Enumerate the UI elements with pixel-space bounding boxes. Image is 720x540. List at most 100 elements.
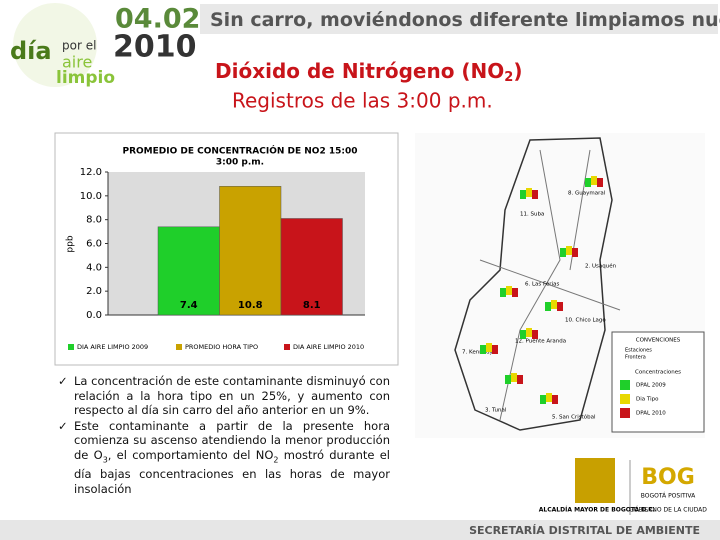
station-label: 7. Kennedy bbox=[462, 350, 494, 356]
map-boundary bbox=[454, 137, 613, 431]
station-icon bbox=[545, 302, 551, 311]
station-label: 6. Las Ferias bbox=[525, 282, 559, 288]
bog-logo: BOG bbox=[641, 465, 695, 490]
station-label: 5. San Cristóbal bbox=[552, 414, 596, 421]
legend-swatch bbox=[68, 344, 74, 350]
station-icon bbox=[486, 343, 492, 352]
logo-limpio: limpio bbox=[56, 68, 115, 88]
station-icon bbox=[526, 328, 532, 337]
station-label: 3. Tunal bbox=[485, 408, 507, 414]
station-icon bbox=[591, 176, 597, 185]
value-label: 10.8 bbox=[238, 300, 263, 311]
station-icon bbox=[546, 393, 552, 402]
logo-dia: día bbox=[10, 37, 52, 65]
station-icon bbox=[566, 246, 572, 255]
bullet: La concentración de este contaminante di… bbox=[58, 374, 390, 418]
bar bbox=[219, 186, 282, 316]
y-tick-label: 4.0 bbox=[86, 262, 102, 273]
station-icon bbox=[520, 330, 526, 339]
logo-porel: por el bbox=[62, 39, 96, 53]
y-tick-label: 0.0 bbox=[86, 310, 102, 321]
station-icon bbox=[532, 330, 538, 339]
station-icon bbox=[540, 395, 546, 404]
station-icon bbox=[552, 395, 558, 404]
chart-title: PROMEDIO DE CONCENTRACIÓN DE NO2 15:00 bbox=[123, 145, 358, 157]
station-icon bbox=[557, 302, 563, 311]
bullet-text: La concentración de este contaminante di… bbox=[74, 374, 390, 417]
legend-item: DPAL 2009 bbox=[636, 383, 666, 389]
legend-label: DIA AIRE LIMPIO 2009 bbox=[77, 343, 148, 351]
map bbox=[415, 133, 705, 438]
y-tick-label: 2.0 bbox=[86, 286, 102, 297]
chart-title: 3:00 p.m. bbox=[216, 158, 264, 168]
station-icon bbox=[512, 288, 518, 297]
station-icon bbox=[517, 375, 523, 384]
legend-item: DPAL 2010 bbox=[636, 411, 666, 417]
station-label: 2. Usaquén bbox=[585, 263, 617, 270]
bullet: Este contaminante a partir de la present… bbox=[58, 419, 390, 497]
station-label: 10. Chico Lago bbox=[565, 318, 606, 324]
station-icon bbox=[572, 248, 578, 257]
date-year: 2010 bbox=[113, 30, 197, 65]
subscript: 2 bbox=[273, 454, 279, 464]
station-icon bbox=[597, 178, 603, 187]
value-label: 8.1 bbox=[303, 300, 321, 311]
bullet-text: mostró durante el día bajas concentracio… bbox=[74, 447, 390, 496]
station-icon bbox=[526, 188, 532, 197]
legend-swatch bbox=[176, 344, 182, 350]
bar bbox=[280, 218, 343, 316]
value-label: 7.4 bbox=[180, 300, 198, 311]
slogan-band bbox=[200, 4, 718, 34]
station-icon bbox=[505, 375, 511, 384]
bullet-text: , el comportamiento del NO bbox=[107, 447, 274, 462]
y-tick-label: 8.0 bbox=[86, 215, 102, 226]
station-label: 8. Guaymaral bbox=[568, 191, 606, 197]
footer-band bbox=[0, 520, 720, 540]
bog-sub: BOGOTÁ POSITIVA bbox=[641, 493, 696, 500]
legend-item: Estaciones bbox=[625, 348, 652, 354]
station-icon bbox=[500, 288, 506, 297]
slide-subtitle: Registros de las 3:00 p.m. bbox=[232, 89, 493, 113]
coat-of-arms bbox=[575, 458, 615, 503]
bar bbox=[157, 226, 220, 316]
station-label: 11. Suba bbox=[520, 212, 544, 218]
legend-swatch bbox=[620, 408, 630, 418]
subscript: 3 bbox=[102, 454, 108, 464]
bullet-text: Este contaminante a partir de la present… bbox=[74, 418, 390, 462]
slogan: Sin carro, moviéndonos diferente limpiam… bbox=[210, 9, 720, 31]
y-axis-label: ppb bbox=[66, 235, 76, 252]
logo-bg bbox=[13, 3, 97, 87]
station-icon bbox=[585, 178, 591, 187]
chart: PROMEDIO DE CONCENTRACIÓN DE NO2 15:00 3… bbox=[54, 132, 399, 366]
station-icon bbox=[480, 345, 486, 354]
date-day: 04.02 bbox=[115, 4, 200, 35]
station-icon bbox=[511, 373, 517, 382]
agency: SECRETARÍA DISTRITAL DE AMBIENTE bbox=[469, 524, 700, 537]
station-icon bbox=[492, 345, 498, 354]
station-icon bbox=[551, 300, 557, 309]
legend-label: PROMEDIO HORA TIPO bbox=[185, 343, 258, 351]
station-icon bbox=[506, 286, 512, 295]
y-tick-label: 6.0 bbox=[86, 239, 102, 250]
station-icon bbox=[520, 190, 526, 199]
legend-swatch bbox=[620, 380, 630, 390]
legend-title: Concentraciones bbox=[635, 370, 681, 376]
bullet-list: La concentración de este contaminante di… bbox=[58, 374, 390, 497]
legend-swatch bbox=[620, 394, 630, 404]
legend-swatch bbox=[284, 344, 290, 350]
legend-title: CONVENCIONES bbox=[636, 338, 681, 344]
legend-item: Dia Tipo bbox=[636, 397, 659, 403]
legend-label: DIA AIRE LIMPIO 2010 bbox=[293, 343, 364, 351]
alcaldia: ALCALDÍA MAYOR DE BOGOTÁ D.C. bbox=[539, 506, 655, 514]
gov: GOBIERNO DE LA CIUDAD bbox=[629, 507, 707, 514]
station-icon bbox=[560, 248, 566, 257]
legend-item: Frontera bbox=[625, 355, 646, 361]
y-tick-label: 12.0 bbox=[80, 167, 102, 178]
slide-title: Dióxido de Nitrógeno (NO2) bbox=[215, 59, 522, 85]
station-icon bbox=[532, 190, 538, 199]
y-tick-label: 10.0 bbox=[80, 191, 102, 202]
logo-aire: aire bbox=[62, 53, 92, 72]
station-label: 12. Puente Aranda bbox=[515, 339, 566, 345]
